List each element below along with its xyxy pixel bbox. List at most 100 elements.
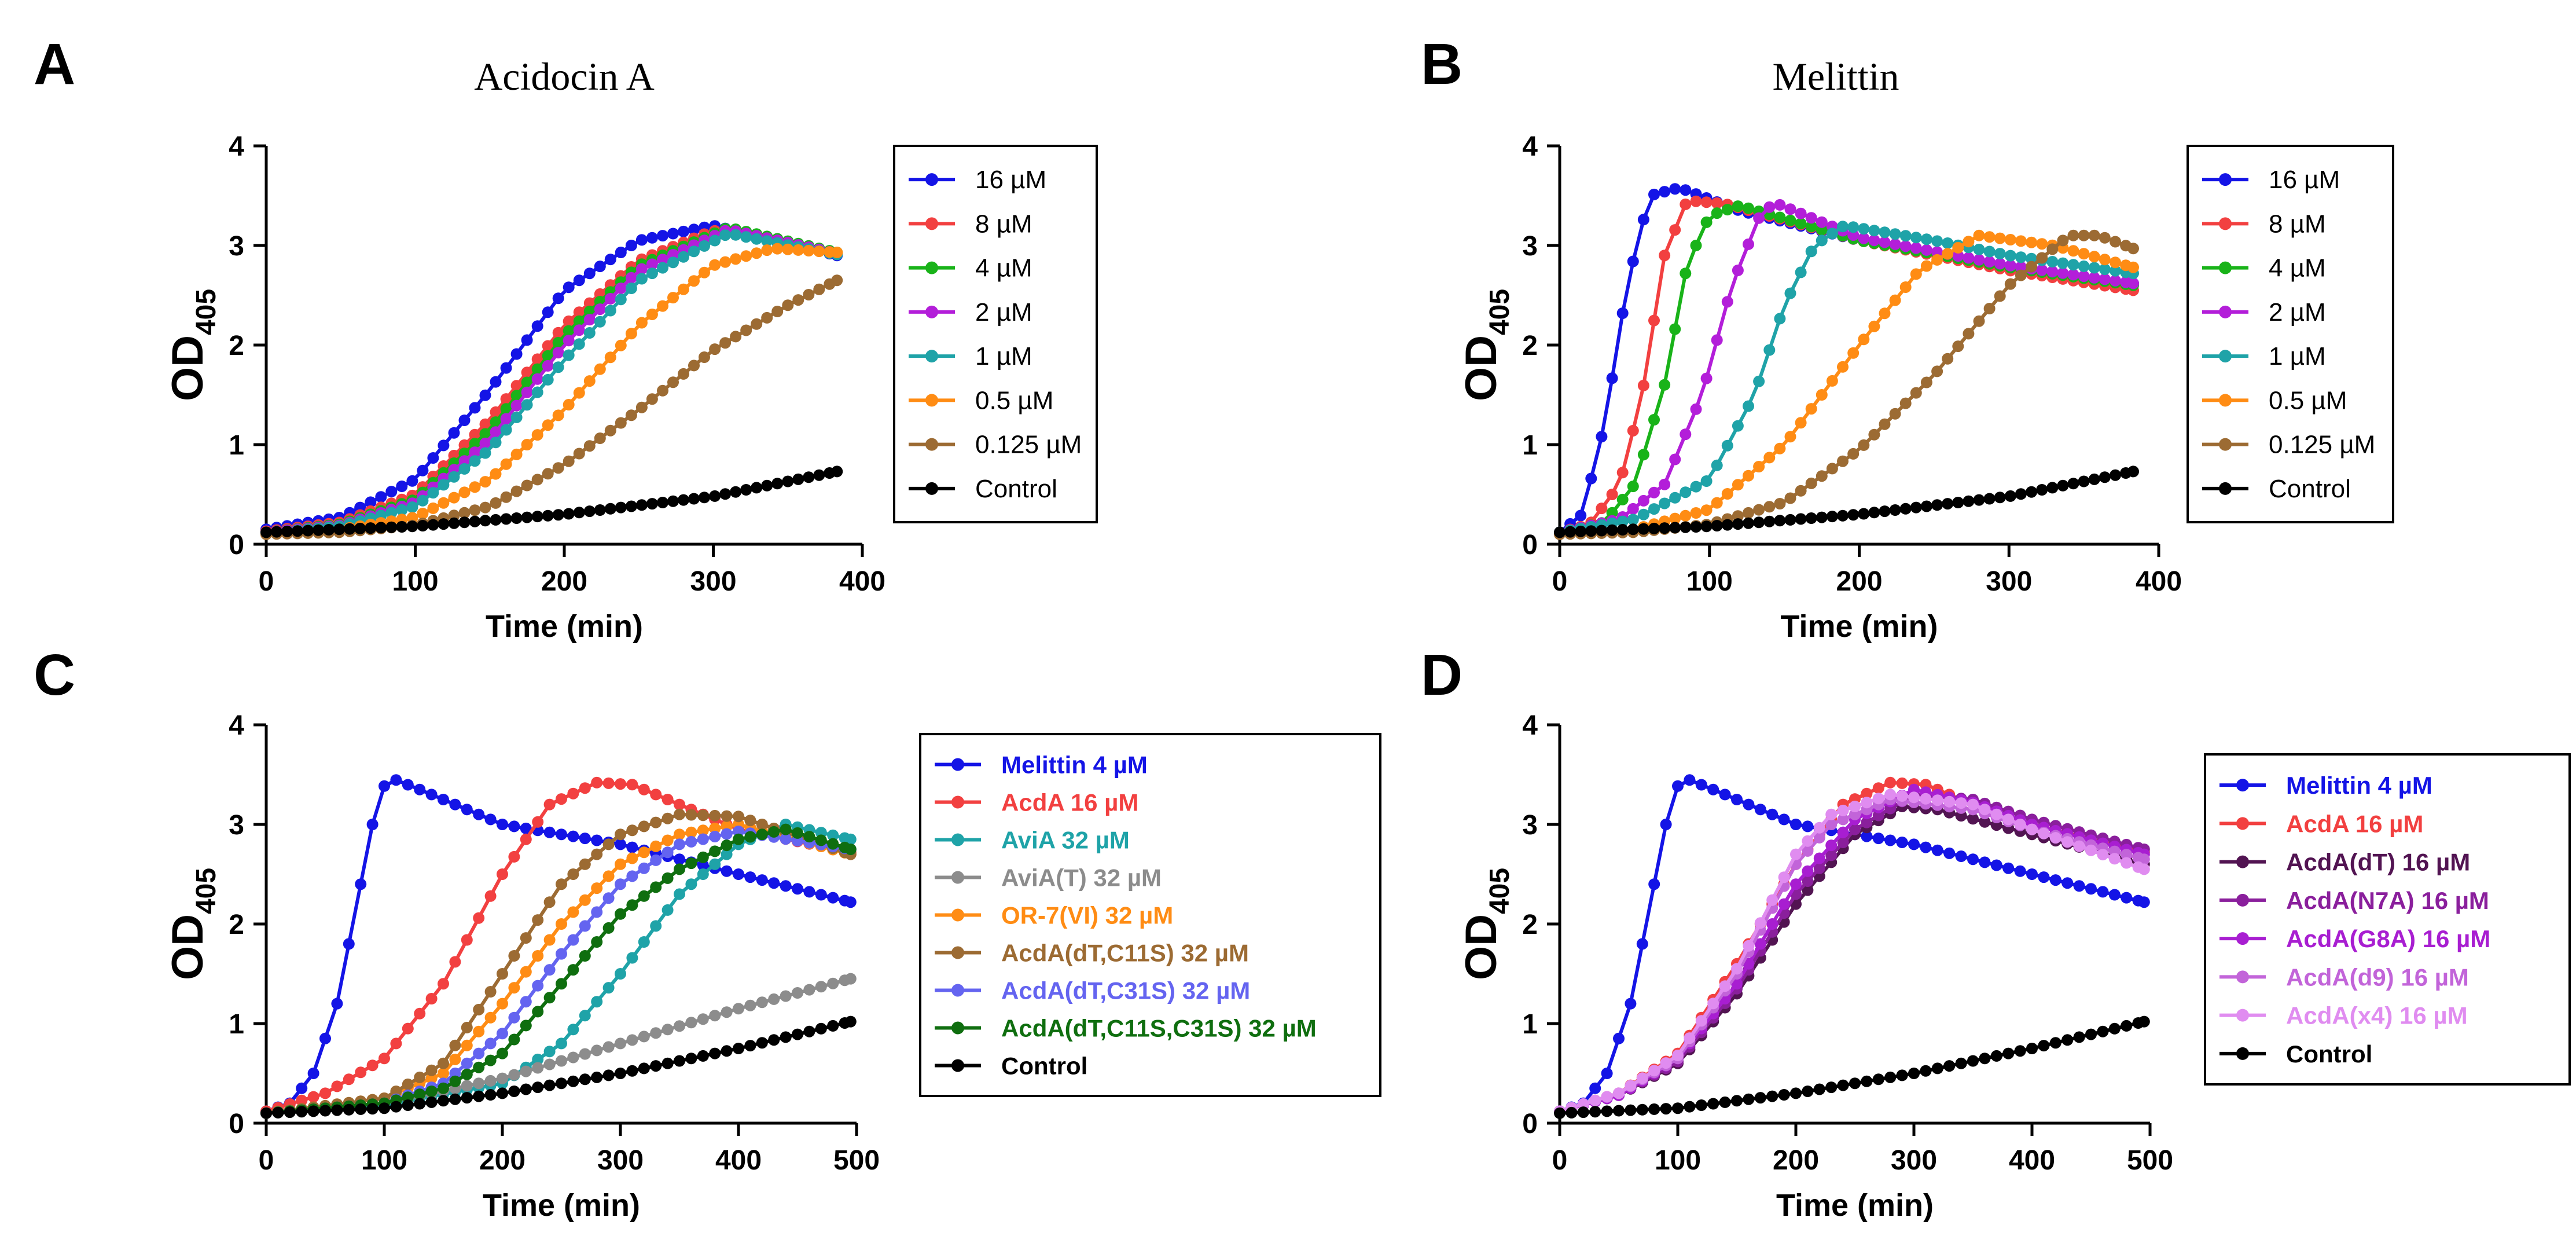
data-point xyxy=(604,424,616,437)
data-point xyxy=(688,275,700,287)
data-point xyxy=(721,1006,733,1018)
data-point xyxy=(497,819,508,830)
data-point xyxy=(1616,307,1629,319)
data-point xyxy=(740,484,752,496)
data-point xyxy=(1784,287,1796,299)
data-point xyxy=(1825,849,1838,861)
data-point xyxy=(2014,1045,2026,1057)
data-point xyxy=(2078,229,2090,241)
data-point xyxy=(602,870,615,882)
series-control xyxy=(1554,465,2139,538)
data-point xyxy=(390,1037,402,1050)
data-point xyxy=(1711,520,1723,531)
data-point xyxy=(1849,823,1861,835)
data-point xyxy=(579,920,591,932)
data-point xyxy=(2004,250,2016,262)
data-point xyxy=(1813,822,1825,834)
data-point xyxy=(625,272,637,284)
data-point xyxy=(1732,200,1744,212)
legend-label: AcdA(d9) 16 µM xyxy=(2286,963,2469,991)
y-tick-label: 4 xyxy=(1522,131,1538,162)
data-point xyxy=(1774,515,1786,527)
data-point xyxy=(626,952,638,964)
legend-item: AcdA(G8A) 16 µM xyxy=(2219,925,2490,952)
data-point xyxy=(2097,849,2109,861)
data-point xyxy=(497,1028,508,1040)
data-point xyxy=(1943,847,1956,859)
data-point xyxy=(260,526,272,538)
data-point xyxy=(2127,277,2139,289)
panel-label-a: A xyxy=(34,32,75,97)
data-point xyxy=(602,777,615,789)
y-axis-label: OD405 xyxy=(1457,868,1515,980)
data-point xyxy=(662,812,674,824)
data-point xyxy=(1721,204,1733,216)
data-point xyxy=(685,809,697,821)
data-point xyxy=(751,318,763,330)
data-point xyxy=(1879,236,1891,248)
data-point xyxy=(2121,857,2133,869)
data-point xyxy=(1700,520,1713,533)
data-point xyxy=(520,1020,532,1032)
data-point xyxy=(473,1003,485,1015)
data-point xyxy=(2004,234,2016,245)
data-point xyxy=(2099,273,2111,285)
data-point xyxy=(815,889,827,901)
data-point xyxy=(2049,832,2061,844)
data-point xyxy=(638,1031,650,1043)
data-point xyxy=(1763,452,1776,464)
data-point xyxy=(1648,486,1660,498)
data-point xyxy=(1790,1087,1802,1099)
data-point xyxy=(490,406,502,418)
data-point xyxy=(484,890,497,902)
data-point xyxy=(1963,252,1975,264)
data-point xyxy=(573,387,585,399)
data-point xyxy=(473,1077,485,1090)
data-point xyxy=(1910,387,1922,399)
data-point xyxy=(1743,202,1754,214)
data-point xyxy=(782,243,794,255)
data-point xyxy=(1837,804,1849,816)
data-point xyxy=(500,393,512,405)
data-point xyxy=(1795,485,1807,497)
data-point xyxy=(678,368,689,380)
data-point xyxy=(583,267,596,280)
data-point xyxy=(674,808,685,820)
legend-swatch-marker xyxy=(925,438,938,451)
series-line xyxy=(266,822,851,1115)
data-point xyxy=(1743,517,1754,529)
data-point xyxy=(1994,232,2006,244)
data-point xyxy=(2088,262,2100,274)
data-point xyxy=(1847,509,1860,521)
data-point xyxy=(355,1103,367,1115)
data-point xyxy=(307,1105,319,1117)
data-point xyxy=(594,363,606,375)
series-0-5-m xyxy=(260,243,843,540)
data-point xyxy=(461,804,473,816)
data-point xyxy=(510,485,523,497)
data-point xyxy=(2085,844,2097,856)
data-point xyxy=(1753,461,1765,472)
data-point xyxy=(1931,499,1943,511)
data-point xyxy=(709,809,721,822)
data-point xyxy=(1847,347,1860,359)
data-point xyxy=(685,835,697,848)
data-point xyxy=(1684,1101,1696,1113)
data-point xyxy=(844,1015,857,1028)
data-point xyxy=(1711,497,1723,509)
data-point xyxy=(1784,431,1796,443)
data-point xyxy=(827,977,839,989)
data-point xyxy=(792,1028,803,1040)
data-point xyxy=(490,497,502,509)
data-point xyxy=(1963,328,1975,340)
data-point xyxy=(396,504,408,516)
data-point xyxy=(1861,830,1873,842)
data-point xyxy=(1910,268,1922,280)
data-point xyxy=(543,1058,556,1070)
data-point xyxy=(650,816,662,828)
data-point xyxy=(1931,844,1943,856)
series-line xyxy=(266,829,851,1115)
y-tick-label: 1 xyxy=(229,430,244,461)
y-tick-label: 1 xyxy=(1522,430,1538,461)
y-tick-label: 2 xyxy=(229,910,244,940)
